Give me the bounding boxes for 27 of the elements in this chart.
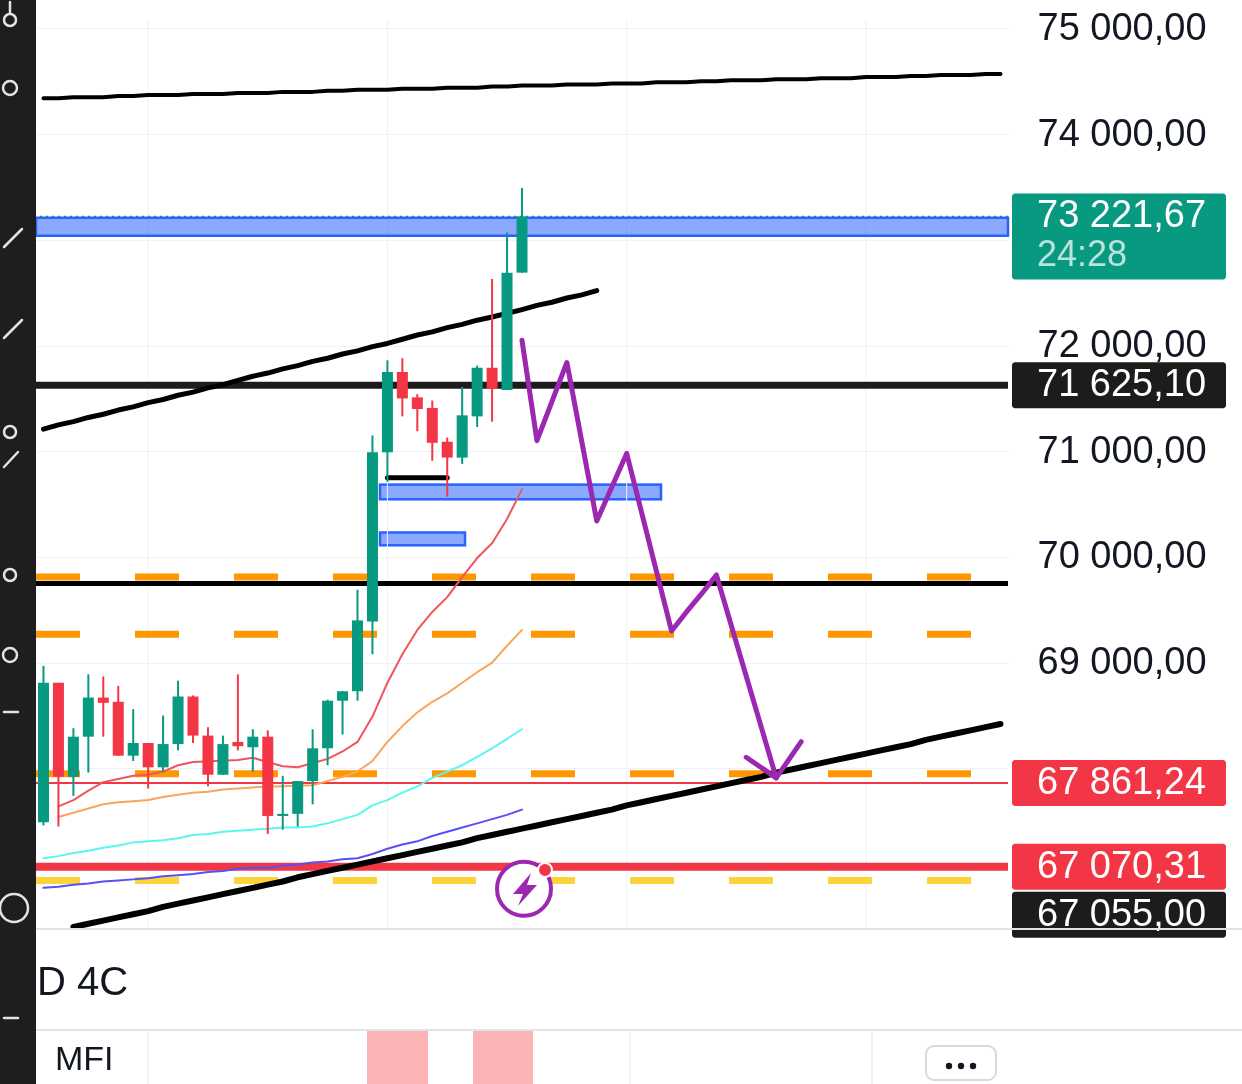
candlestick xyxy=(232,673,244,752)
candlestick xyxy=(247,728,259,773)
text: 67 055,00 xyxy=(1037,891,1207,934)
candlestick xyxy=(97,675,109,738)
candlestick xyxy=(486,277,498,423)
y-tick-label: 70 000,00 xyxy=(1037,534,1207,577)
y-tick-label: 74 000,00 xyxy=(1037,111,1207,154)
line-series xyxy=(41,71,1003,101)
candlestick xyxy=(441,436,453,498)
candlestick xyxy=(337,690,349,736)
y-tick-label: 69 000,00 xyxy=(1037,640,1207,683)
candlestick xyxy=(277,774,289,831)
text: MFI xyxy=(55,1039,114,1077)
ref-line-label: 73 221,67 xyxy=(1037,193,1207,236)
line-series xyxy=(42,808,523,889)
line-series xyxy=(42,728,523,860)
line-series xyxy=(57,488,523,808)
candlestick xyxy=(157,714,169,773)
y-tick-label: 71 000,00 xyxy=(1037,428,1207,471)
candlestick xyxy=(127,708,139,762)
candlestick xyxy=(411,393,423,433)
ref-line-label: 67 070,31 xyxy=(1037,843,1207,886)
text: D 4C xyxy=(37,959,129,1003)
y-tick-label: 75 000,00 xyxy=(1037,5,1207,48)
text: 24:28 xyxy=(1037,233,1128,275)
line-series xyxy=(57,628,523,819)
ref-line-label: 67 861,24 xyxy=(1037,760,1207,803)
